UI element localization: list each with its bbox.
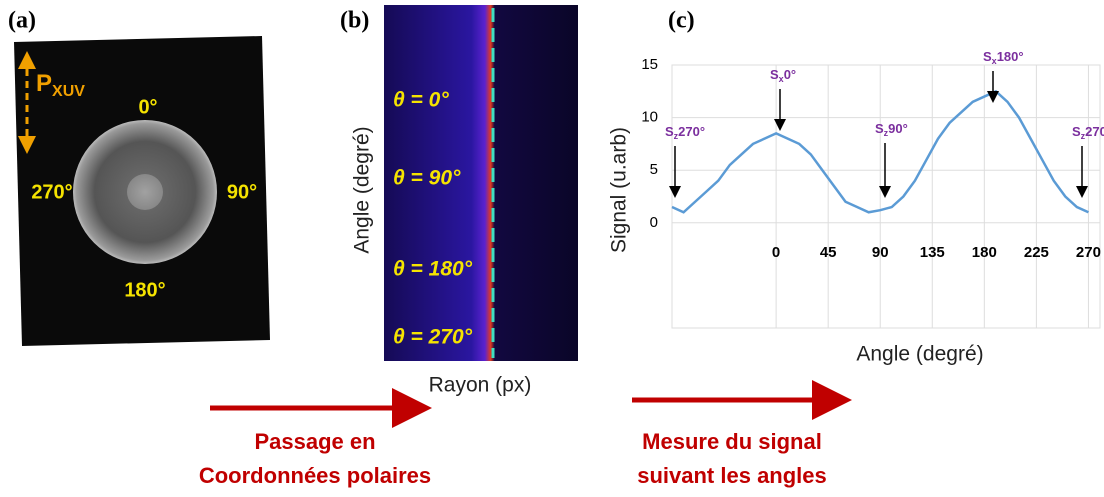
annotation-main: S xyxy=(770,67,779,82)
annotation-main: S xyxy=(665,124,674,139)
annotation: Sz270° xyxy=(665,124,705,141)
panel-label: (c) xyxy=(668,8,695,34)
x-tick-label: 180 xyxy=(972,244,997,261)
polarization-sub: XUV xyxy=(52,83,85,100)
annotation-text: 90° xyxy=(888,121,908,136)
y-axis-label: Angle (degré) xyxy=(351,126,374,253)
polar-image xyxy=(384,5,578,361)
angle-label: 90° xyxy=(227,181,257,203)
annotation-sub: z xyxy=(1081,131,1086,141)
annotation-main: S xyxy=(875,121,884,136)
x-tick-label: 270 xyxy=(1076,244,1101,261)
y-axis-label: Signal (u.arb) xyxy=(608,127,631,253)
y-tick-label: 10 xyxy=(641,109,658,126)
y-tick-label: 5 xyxy=(650,161,658,178)
annotation-main: S xyxy=(1072,124,1081,139)
annotation-sub: x xyxy=(779,74,784,84)
annotation-sub: z xyxy=(884,128,889,138)
panel-label: (b) xyxy=(340,8,369,34)
x-tick-label: 0 xyxy=(772,244,780,261)
x-axis-label: Rayon (px) xyxy=(429,374,532,397)
annotation-text: 180° xyxy=(997,49,1024,64)
step-caption: Mesure du signal xyxy=(642,429,822,454)
x-axis-label: Angle (degré) xyxy=(856,343,983,366)
annotation: Sx180° xyxy=(983,49,1024,66)
x-tick-label: 135 xyxy=(920,244,945,261)
annotation-sub: x xyxy=(992,56,997,66)
annotation: Sz270° xyxy=(1072,124,1104,141)
annotation-text: 270° xyxy=(1085,124,1104,139)
annotation-main: S xyxy=(983,49,992,64)
x-tick-label: 90 xyxy=(872,244,889,261)
angle-label: 0° xyxy=(138,96,157,118)
annotation: Sx0° xyxy=(770,67,796,84)
theta-label: θ = 180° xyxy=(393,258,473,281)
theta-label: θ = 270° xyxy=(393,326,473,349)
disk-center xyxy=(127,174,163,210)
y-tick-label: 0 xyxy=(650,214,658,231)
y-tick-label: 15 xyxy=(641,56,658,73)
x-tick-label: 225 xyxy=(1024,244,1049,261)
step-caption: Passage en xyxy=(254,429,375,454)
angle-label: 270° xyxy=(31,181,72,203)
annotation-sub: z xyxy=(674,131,679,141)
panel-label: (a) xyxy=(8,8,36,34)
step-caption: suivant les angles xyxy=(637,463,827,488)
polarization-label: PXUV xyxy=(36,70,85,100)
theta-label: θ = 0° xyxy=(393,89,449,112)
polarization-main: P xyxy=(36,70,52,97)
step-caption: Coordonnées polaires xyxy=(199,463,431,488)
angle-label: 180° xyxy=(124,279,165,301)
annotation: Sz90° xyxy=(875,121,908,138)
annotation-text: 270° xyxy=(678,124,705,139)
theta-label: θ = 90° xyxy=(393,167,461,190)
annotation-text: 0° xyxy=(784,67,796,82)
signal-line xyxy=(671,89,1089,214)
x-tick-label: 45 xyxy=(820,244,837,261)
plot-frame xyxy=(671,64,1101,329)
